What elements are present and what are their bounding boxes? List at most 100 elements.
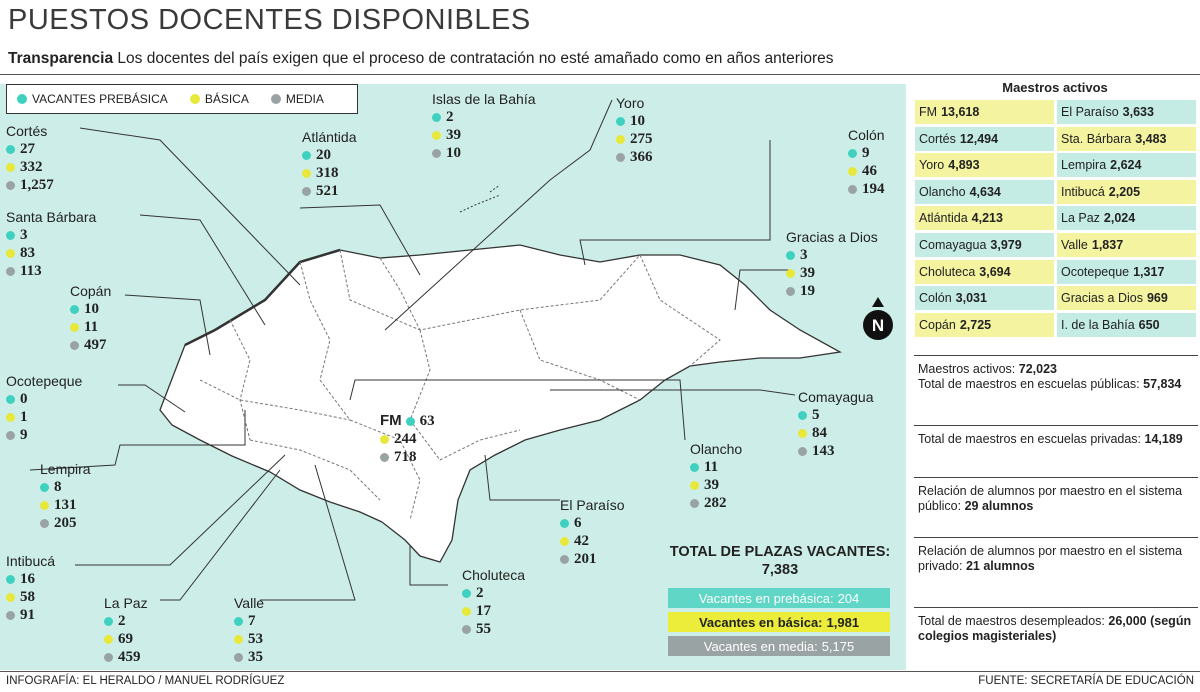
legend-item: MEDIA xyxy=(270,92,324,106)
total-bar-value: 204 xyxy=(837,590,860,606)
value-dot xyxy=(690,480,699,490)
value-text: 2 xyxy=(118,613,126,629)
value-text: 53 xyxy=(248,631,263,647)
department-value: 3 xyxy=(786,246,878,264)
department: FM 63 244 718 xyxy=(380,412,435,466)
cell-name: Ocotepeque xyxy=(1061,264,1130,279)
value-dot xyxy=(70,340,79,350)
value-dot xyxy=(6,230,15,240)
stat-value: 21 alumnos xyxy=(965,559,1035,573)
cell-name: Valle xyxy=(1061,238,1088,252)
table-cell: El Paraíso 3,633 xyxy=(1057,100,1196,124)
cell-value: 13,618 xyxy=(941,105,980,119)
value-text: 7 xyxy=(248,613,256,629)
value-text: 497 xyxy=(84,337,107,353)
cell-name: Yoro xyxy=(919,158,945,173)
value-dot xyxy=(690,498,699,508)
value-dot xyxy=(6,592,15,602)
value-dot xyxy=(380,434,389,444)
legend-dot xyxy=(17,94,27,104)
value-dot xyxy=(6,430,15,440)
stat-value: 72,023 xyxy=(1018,362,1057,376)
department-value: 17 xyxy=(462,602,525,620)
cell-value: 4,634 xyxy=(969,184,1001,199)
department-value: 332 xyxy=(6,158,54,176)
department-value: 143 xyxy=(798,442,874,460)
department: Colón 9 46 194 xyxy=(848,126,885,198)
department-value: 497 xyxy=(70,336,111,354)
value-text: 3 xyxy=(20,227,28,243)
department-name: Colón xyxy=(848,127,885,143)
stat: Relación de alumnos por maestro en el si… xyxy=(918,484,1198,514)
cell-name: Comayagua xyxy=(919,238,987,252)
department-value: 46 xyxy=(848,162,885,180)
department-value: 39 xyxy=(690,476,742,494)
legend-label: MEDIA xyxy=(285,92,324,106)
total-bar: Vacantes en prebásica: 204 xyxy=(668,588,890,608)
department-value: 2 xyxy=(104,612,148,630)
stat-block: Maestros activos: 72,023 Total de maestro… xyxy=(918,362,1198,392)
value-dot xyxy=(405,416,415,426)
value-text: 201 xyxy=(574,551,597,567)
value-text: 5 xyxy=(812,407,820,423)
table-cell: FM 13,618 xyxy=(915,100,1054,124)
stat: Total de maestros en escuelas privadas: … xyxy=(918,432,1198,447)
department-value: 10 xyxy=(616,112,653,130)
department: Santa Bárbara 3 83 113 xyxy=(6,208,96,280)
department-name: Santa Bárbara xyxy=(6,209,97,225)
department-value: 2 xyxy=(432,108,536,126)
stat-label: Relación de alumnos por maestro en el si… xyxy=(918,544,1183,573)
value-text: 9 xyxy=(20,427,28,443)
stat-label: Total de maestros en escuelas públicas: xyxy=(918,377,1140,391)
department-value: 84 xyxy=(798,424,874,442)
value-text: 8 xyxy=(54,479,62,495)
value-text: 39 xyxy=(704,477,719,493)
footer-rule xyxy=(0,671,1200,672)
department-name: Copán xyxy=(70,283,112,299)
value-text: 244 xyxy=(394,431,417,447)
cell-value: 2,725 xyxy=(959,317,992,332)
value-dot xyxy=(798,428,807,438)
legend-label: BÁSICA xyxy=(204,92,249,106)
value-dot xyxy=(40,482,49,492)
department-value: 366 xyxy=(616,148,653,166)
map-shapes xyxy=(29,99,842,601)
stat-value: 14,189 xyxy=(1144,432,1183,446)
value-dot xyxy=(432,112,441,122)
value-dot xyxy=(616,152,625,162)
value-dot xyxy=(6,162,15,172)
value-text: 83 xyxy=(20,245,35,261)
value-dot xyxy=(380,452,389,462)
cell-value: 4,213 xyxy=(971,211,1003,226)
department-value: 521 xyxy=(302,182,356,200)
department-name: Cortés xyxy=(6,123,48,139)
department-value: 27 xyxy=(6,140,54,158)
value-text: 10 xyxy=(446,145,461,161)
subtitle-text: Los docentes del país exigen que el proc… xyxy=(117,50,834,67)
value-text: 63 xyxy=(419,413,435,429)
totals-title: TOTAL DE PLAZAS VACANTES: 7,383 xyxy=(660,543,900,579)
table-cell: I. de la Bahía 650 xyxy=(1057,312,1196,337)
cell-value: 3,979 xyxy=(990,238,1022,252)
value-text: 11 xyxy=(704,459,719,475)
cell-name: Copán xyxy=(919,317,956,332)
value-dot xyxy=(104,652,113,662)
source: FUENTE: SECRETARÍA DE EDUCACIÓN xyxy=(978,675,1194,687)
department-value: 7 xyxy=(234,612,264,630)
subtitle: Transparencia Los docentes del país exig… xyxy=(8,50,833,68)
stat-value: 26,000 (según colegios magisteriales) xyxy=(918,614,1192,643)
value-dot xyxy=(560,518,569,528)
legend-item: VACANTES PREBÁSICA xyxy=(17,92,168,106)
department-name: Islas de la Bahía xyxy=(432,91,536,107)
value-text: 69 xyxy=(118,631,133,647)
department-name: Comayagua xyxy=(798,389,874,405)
totals-label: TOTAL DE PLAZAS VACANTES: xyxy=(669,544,891,560)
department: Copán 10 11 497 xyxy=(70,282,111,354)
value-dot xyxy=(848,184,857,194)
value-dot xyxy=(432,130,441,140)
department: Valle 7 53 35 xyxy=(234,594,264,666)
value-dot xyxy=(690,462,699,472)
stat-block: Total de maestros en escuelas privadas: … xyxy=(918,432,1198,447)
value-dot xyxy=(616,116,625,126)
cell-name: Lempira xyxy=(1061,158,1107,173)
